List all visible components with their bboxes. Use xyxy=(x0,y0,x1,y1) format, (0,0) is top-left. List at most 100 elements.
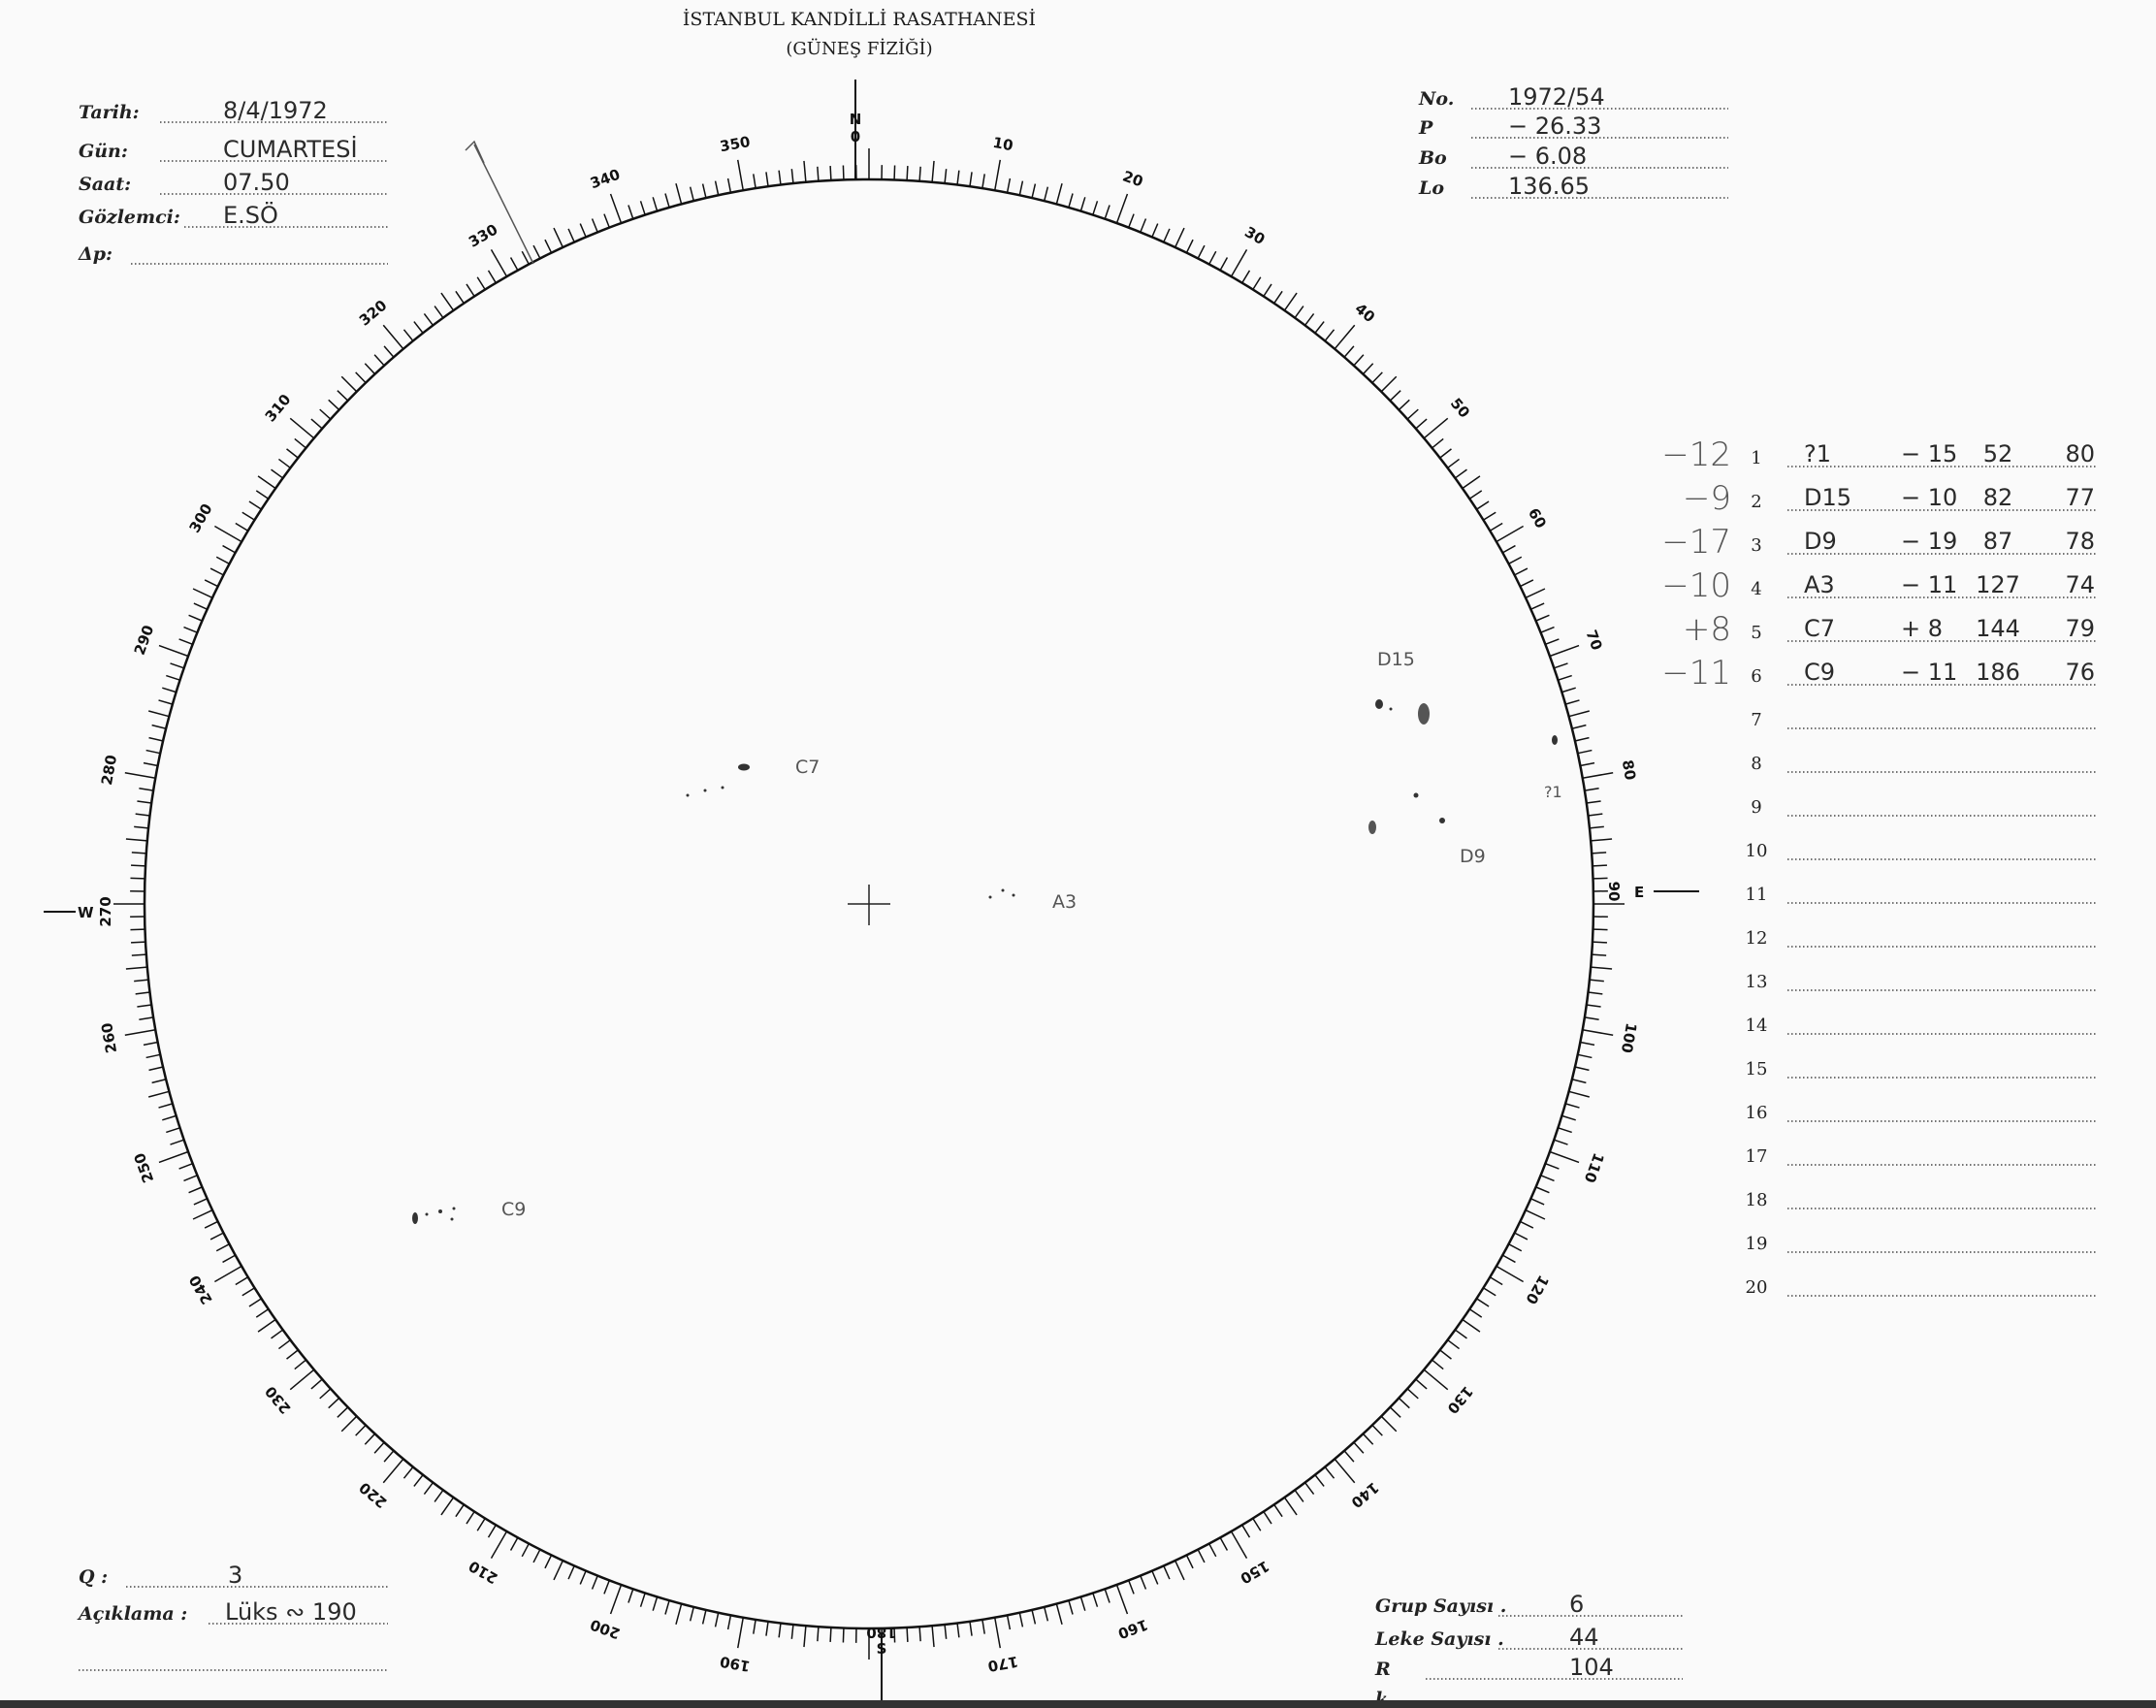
degree-tick xyxy=(192,588,213,598)
degree-label: 290 xyxy=(131,623,158,658)
summary-field-label: R xyxy=(1374,1659,1391,1680)
degree-tick xyxy=(255,1308,270,1318)
table-row: −10 4 A3 − 11 127 74 xyxy=(1661,566,2097,605)
degree-tick xyxy=(532,1549,541,1563)
degree-tick xyxy=(289,1369,315,1391)
degree-tick xyxy=(931,160,935,182)
degree-tick xyxy=(1554,662,1568,669)
degree-tick xyxy=(969,1621,973,1636)
degree-tick xyxy=(1380,375,1398,393)
degree-tick xyxy=(476,276,486,290)
group-name: D15 xyxy=(1804,484,1851,511)
sunspot xyxy=(1012,893,1015,897)
row-number: 6 xyxy=(1751,666,1761,687)
degree-tick xyxy=(1163,228,1171,242)
ephemeris-field-label: Bo xyxy=(1418,147,1447,169)
degree-label: 40 xyxy=(1352,300,1379,326)
degree-tick xyxy=(1104,205,1110,219)
degree-label: 240 xyxy=(185,1273,215,1307)
degree-label: 120 xyxy=(1522,1273,1552,1307)
observation-field-value: 8/4/1972 xyxy=(223,97,328,124)
degree-tick xyxy=(1447,458,1461,469)
observation-field-label: Gün: xyxy=(79,141,128,162)
footer-field-label: Açıklama : xyxy=(77,1603,187,1625)
degree-tick xyxy=(145,749,161,755)
degree-tick xyxy=(434,1489,444,1502)
degree-tick xyxy=(1208,250,1217,265)
degree-tick xyxy=(1092,201,1099,215)
degree-tick xyxy=(1468,1308,1483,1318)
degree-tick xyxy=(906,1627,909,1642)
degree-tick xyxy=(1294,306,1304,319)
degree-tick xyxy=(509,257,519,272)
degree-tick xyxy=(319,408,332,420)
degree-tick xyxy=(402,329,414,341)
sunspot xyxy=(1418,703,1430,725)
degree-tick xyxy=(193,602,208,610)
row-number: 19 xyxy=(1746,1234,1768,1254)
degree-tick xyxy=(1574,736,1590,742)
table-row: 12 xyxy=(1746,928,2097,949)
degree-tick xyxy=(1197,1549,1206,1563)
degree-tick xyxy=(1568,1090,1590,1098)
degree-tick xyxy=(553,227,563,248)
degree-tick xyxy=(209,1232,224,1241)
degree-tick xyxy=(689,186,695,202)
degree-tick xyxy=(931,1626,935,1648)
group-label: D9 xyxy=(1460,846,1486,867)
degree-tick xyxy=(1520,579,1534,588)
degree-tick xyxy=(993,159,1002,191)
degree-tick xyxy=(753,174,756,189)
degree-tick xyxy=(1462,475,1481,490)
degree-tick xyxy=(139,1016,154,1020)
degree-tick xyxy=(1588,813,1603,817)
degree-tick xyxy=(1343,1450,1355,1463)
degree-tick xyxy=(413,1474,424,1487)
degree-tick xyxy=(1496,1265,1525,1283)
south-degree: 180 xyxy=(866,1624,896,1641)
ephemeris-field-value: 1972/54 xyxy=(1508,83,1605,111)
degree-tick xyxy=(765,1621,769,1636)
degree-tick xyxy=(1554,1139,1568,1145)
degree-tick xyxy=(490,248,508,277)
degree-tick xyxy=(790,1624,794,1639)
sunspot xyxy=(452,1207,456,1210)
row-number: 4 xyxy=(1751,579,1761,599)
degree-tick xyxy=(1558,1127,1572,1134)
degree-label: 300 xyxy=(185,500,215,535)
degree-label: 130 xyxy=(1443,1383,1476,1418)
degree-tick xyxy=(1175,1560,1185,1581)
degree-label: 190 xyxy=(719,1653,752,1675)
degree-tick xyxy=(382,324,404,350)
degree-tick xyxy=(1362,1433,1374,1445)
degree-tick xyxy=(1283,292,1298,311)
ephemeris-field-label: P xyxy=(1418,117,1433,139)
degree-tick xyxy=(183,1175,198,1182)
degree-tick xyxy=(162,1114,177,1121)
degree-tick xyxy=(1415,418,1428,430)
north-label: N xyxy=(850,111,862,128)
degree-tick xyxy=(689,1606,695,1622)
observation-field-label: Gözlemci: xyxy=(79,207,180,228)
degree-tick xyxy=(131,941,146,944)
handwritten-note: +8 xyxy=(1683,610,1731,649)
sunspot xyxy=(425,1212,429,1216)
degree-tick xyxy=(726,177,732,193)
degree-label: 350 xyxy=(719,133,752,155)
degree-label: 310 xyxy=(262,391,295,426)
degree-label: 160 xyxy=(1115,1616,1150,1643)
degree-tick xyxy=(567,1565,575,1580)
degree-tick xyxy=(1406,1388,1419,1400)
degree-label: 80 xyxy=(1619,758,1639,782)
degree-tick xyxy=(134,825,149,829)
degree-tick xyxy=(373,1441,385,1454)
degree-tick xyxy=(1589,825,1604,829)
degree-tick xyxy=(1454,1329,1467,1339)
row-number: 18 xyxy=(1746,1190,1768,1210)
degree-tick xyxy=(1055,183,1063,205)
group-name: ?1 xyxy=(1804,440,1831,467)
degree-tick xyxy=(255,490,270,500)
degree-tick xyxy=(148,1066,164,1072)
group-longitude: 144 xyxy=(1976,615,2020,642)
degree-tick xyxy=(373,354,385,367)
